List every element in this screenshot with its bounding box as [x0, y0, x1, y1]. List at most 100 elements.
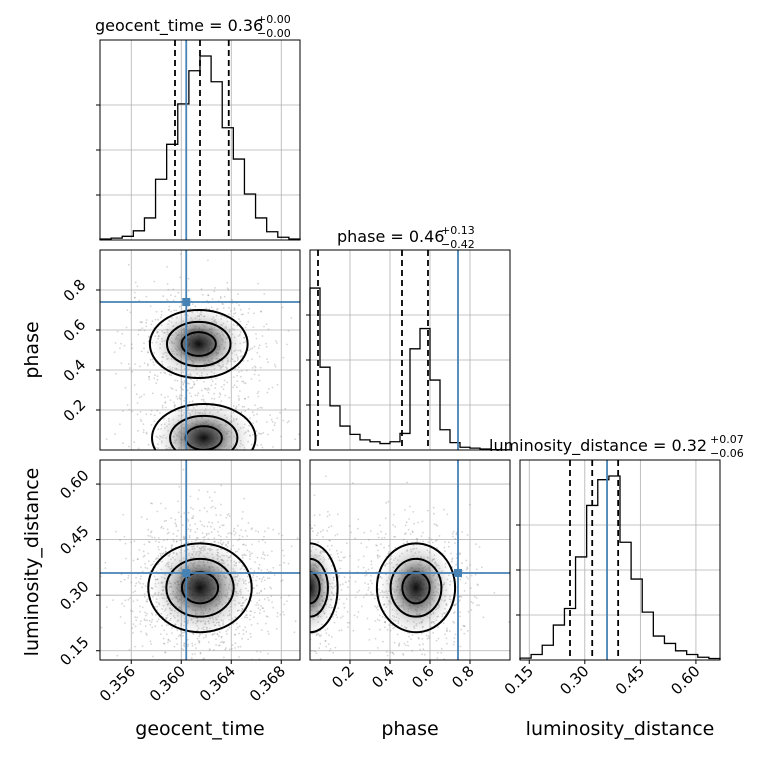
sample-point-luminosity_distance-vs-phase [338, 598, 341, 601]
sample-point-phase-vs-geocent_time [149, 371, 151, 374]
sample-point-phase-vs-geocent_time [270, 418, 273, 421]
sample-point-luminosity_distance-vs-geocent_time [234, 551, 237, 553]
sample-point-phase-vs-geocent_time [164, 396, 166, 399]
density-blob-luminosity_distance-vs-phase-0 [378, 538, 454, 637]
sample-point-phase-vs-geocent_time [242, 313, 245, 316]
sample-point-luminosity_distance-vs-geocent_time [139, 577, 142, 580]
sample-point-phase-vs-geocent_time [179, 394, 182, 397]
sample-point-luminosity_distance-vs-geocent_time [294, 620, 297, 623]
sample-point-luminosity_distance-vs-phase [446, 513, 449, 516]
sample-point-luminosity_distance-vs-geocent_time [124, 542, 127, 545]
title-phase: phase = 0.46 +0.13 −0.42 [337, 224, 475, 251]
sample-point-luminosity_distance-vs-geocent_time [234, 642, 237, 645]
sample-point-luminosity_distance-vs-phase [370, 563, 373, 566]
contour-luminosity_distance-vs-phase-1-2 [310, 542, 339, 634]
sample-point-luminosity_distance-vs-phase [403, 642, 406, 645]
sample-point-luminosity_distance-vs-phase [378, 555, 381, 558]
sample-point-phase-vs-geocent_time [137, 333, 140, 336]
sample-point-luminosity_distance-vs-phase [407, 528, 410, 531]
sample-point-phase-vs-geocent_time [166, 283, 169, 285]
sample-point-luminosity_distance-vs-phase [493, 592, 496, 594]
sample-point-luminosity_distance-vs-geocent_time [233, 527, 236, 530]
sample-point-phase-vs-geocent_time [290, 317, 293, 319]
sample-point-luminosity_distance-vs-geocent_time [276, 612, 279, 614]
sample-point-luminosity_distance-vs-phase [440, 647, 443, 650]
sample-point-luminosity_distance-vs-geocent_time [270, 595, 273, 598]
sample-point-luminosity_distance-vs-phase [379, 628, 381, 631]
sample-point-phase-vs-geocent_time [145, 319, 148, 321]
sample-point-luminosity_distance-vs-phase [443, 546, 446, 549]
sample-point-luminosity_distance-vs-geocent_time [208, 648, 211, 650]
sample-point-phase-vs-geocent_time [105, 438, 108, 440]
sample-point-luminosity_distance-vs-phase [381, 615, 384, 618]
sample-point-luminosity_distance-vs-phase [312, 530, 314, 533]
sample-point-luminosity_distance-vs-phase [451, 532, 454, 535]
sample-point-phase-vs-geocent_time [150, 409, 153, 412]
sample-point-luminosity_distance-vs-geocent_time [197, 498, 200, 500]
sample-point-phase-vs-geocent_time [234, 407, 237, 409]
sample-point-luminosity_distance-vs-phase [335, 611, 338, 613]
sample-point-phase-vs-geocent_time [238, 304, 241, 307]
sample-point-luminosity_distance-vs-phase [369, 652, 371, 654]
sample-point-phase-vs-geocent_time [134, 296, 136, 299]
sample-point-phase-vs-geocent_time [163, 371, 166, 374]
sample-point-luminosity_distance-vs-geocent_time [258, 540, 260, 543]
sample-point-phase-vs-geocent_time [230, 310, 232, 312]
sample-point-luminosity_distance-vs-geocent_time [174, 518, 177, 521]
sample-point-luminosity_distance-vs-geocent_time [293, 631, 296, 634]
sample-point-phase-vs-geocent_time [251, 367, 254, 369]
sample-point-luminosity_distance-vs-phase [419, 648, 421, 651]
sample-point-luminosity_distance-vs-geocent_time [201, 532, 204, 534]
sample-point-luminosity_distance-vs-geocent_time [227, 542, 230, 545]
hist-line-phase [309, 287, 511, 451]
sample-point-luminosity_distance-vs-phase [402, 538, 405, 541]
sample-point-luminosity_distance-vs-geocent_time [160, 526, 163, 529]
sample-point-luminosity_distance-vs-phase [324, 640, 327, 642]
sample-point-phase-vs-geocent_time [238, 318, 240, 321]
sample-point-phase-vs-geocent_time [122, 410, 124, 412]
sample-point-luminosity_distance-vs-phase [317, 532, 319, 534]
sample-point-phase-vs-geocent_time [147, 443, 150, 446]
sample-point-phase-vs-geocent_time [160, 316, 162, 319]
sample-point-luminosity_distance-vs-phase [377, 556, 379, 559]
sample-point-luminosity_distance-vs-phase [423, 653, 426, 656]
sample-point-phase-vs-geocent_time [147, 364, 149, 367]
sample-point-luminosity_distance-vs-geocent_time [226, 633, 228, 635]
sample-point-luminosity_distance-vs-geocent_time [135, 619, 138, 622]
grid-phase [310, 250, 510, 450]
sample-point-luminosity_distance-vs-phase [322, 536, 324, 538]
sample-point-phase-vs-geocent_time [263, 293, 266, 295]
sample-point-luminosity_distance-vs-geocent_time [151, 626, 154, 629]
sample-point-luminosity_distance-vs-phase [420, 535, 423, 537]
sample-point-luminosity_distance-vs-phase [459, 552, 461, 555]
sample-point-phase-vs-geocent_time [120, 342, 122, 345]
sample-point-luminosity_distance-vs-geocent_time [261, 539, 264, 541]
sample-point-luminosity_distance-vs-geocent_time [263, 535, 265, 538]
sample-point-luminosity_distance-vs-geocent_time [222, 524, 225, 527]
sample-point-luminosity_distance-vs-phase [435, 523, 437, 526]
sample-point-phase-vs-geocent_time [115, 372, 117, 375]
sample-point-phase-vs-geocent_time [124, 386, 127, 389]
sample-point-luminosity_distance-vs-geocent_time [210, 531, 213, 534]
sample-point-luminosity_distance-vs-geocent_time [220, 636, 223, 639]
sample-point-luminosity_distance-vs-geocent_time [147, 534, 150, 537]
sample-point-luminosity_distance-vs-geocent_time [264, 541, 267, 544]
sample-point-luminosity_distance-vs-geocent_time [252, 616, 255, 619]
sample-point-luminosity_distance-vs-phase [437, 637, 440, 640]
sample-point-phase-vs-geocent_time [214, 387, 217, 389]
sample-point-phase-vs-geocent_time [193, 383, 196, 386]
sample-point-phase-vs-geocent_time [214, 383, 217, 385]
sample-point-luminosity_distance-vs-phase [315, 652, 318, 655]
sample-point-luminosity_distance-vs-phase [347, 580, 350, 582]
sample-point-luminosity_distance-vs-phase [320, 634, 323, 636]
sample-point-luminosity_distance-vs-phase [311, 527, 314, 529]
sample-point-luminosity_distance-vs-phase [335, 549, 338, 552]
sample-point-luminosity_distance-vs-phase [385, 501, 388, 504]
sample-point-phase-vs-geocent_time [169, 399, 172, 401]
sample-point-luminosity_distance-vs-geocent_time [271, 601, 273, 603]
sample-point-luminosity_distance-vs-phase [470, 601, 473, 603]
sample-point-phase-vs-geocent_time [179, 276, 182, 279]
sample-point-luminosity_distance-vs-geocent_time [257, 567, 260, 569]
sample-point-phase-vs-geocent_time [251, 358, 253, 360]
sample-point-luminosity_distance-vs-phase [473, 595, 476, 598]
